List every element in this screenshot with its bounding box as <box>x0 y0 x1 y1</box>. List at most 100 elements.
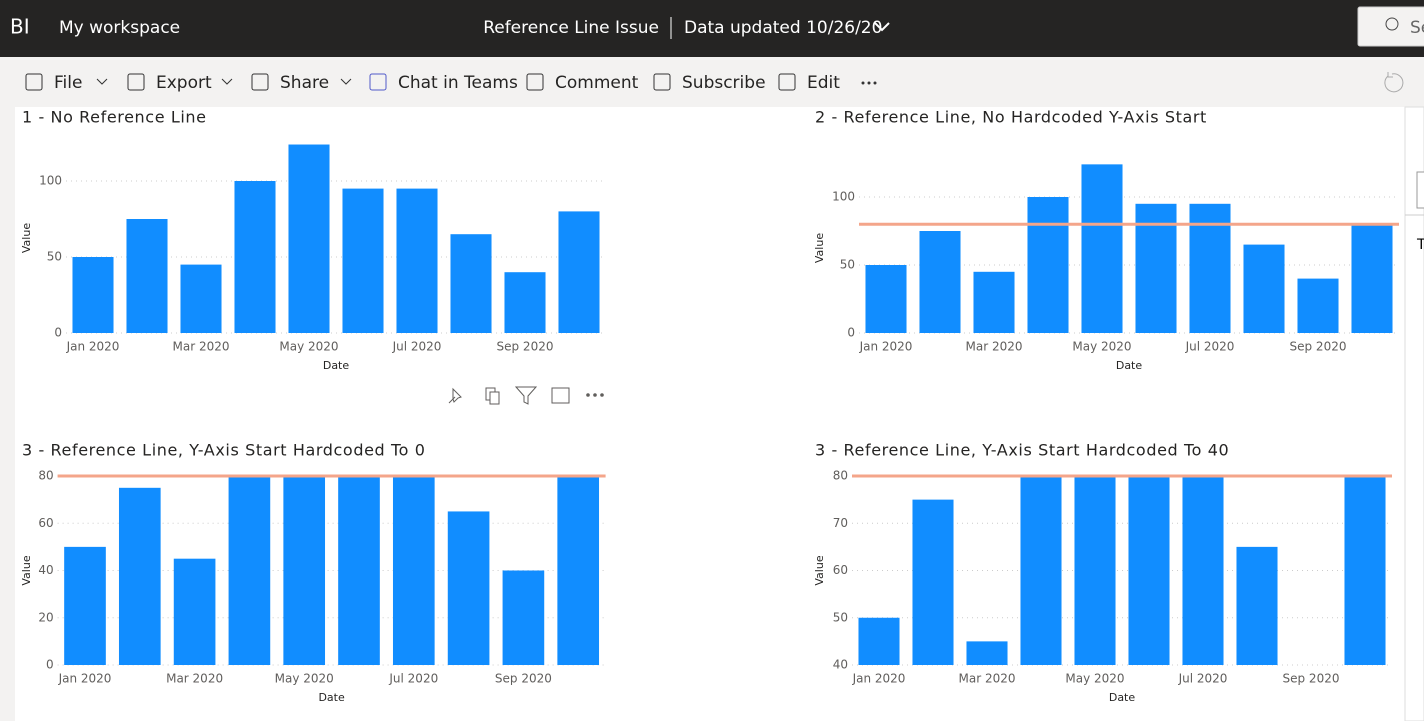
y-axis-title: Value <box>20 223 33 253</box>
toolbar-icon <box>369 73 387 91</box>
chevron[interactable] <box>874 22 890 32</box>
bar <box>502 570 545 665</box>
toolbar-button[interactable]: Edit <box>807 73 840 93</box>
search-text: Se <box>1410 18 1424 38</box>
visual-title: 3 - Reference Line, Y-Axis Start Hardcod… <box>22 441 425 460</box>
side-text: T <box>1416 237 1424 253</box>
dropdown-chevron <box>221 78 233 85</box>
focus-icon[interactable] <box>551 387 570 404</box>
dropdown-chevron <box>340 78 352 85</box>
x-tick-label: Jul 2020 <box>1178 672 1228 686</box>
toolbar-button[interactable]: Subscribe <box>682 73 766 93</box>
y-tick-label: 70 <box>833 516 848 530</box>
more-dot[interactable] <box>873 81 877 85</box>
bar <box>173 558 216 665</box>
x-tick-label: Mar 2020 <box>173 340 230 354</box>
bars <box>72 144 600 333</box>
x-tick-label: Sep 2020 <box>1290 340 1347 354</box>
y-tick-label: 0 <box>847 326 855 340</box>
data-updated[interactable]: Data updated 10/26/20 <box>684 18 882 38</box>
filter-icon[interactable] <box>514 386 538 405</box>
workspace[interactable]: My workspace <box>59 18 180 38</box>
visual: 1 - No Reference Line 0 50 100 Jan 2020 Mar 2… <box>20 108 606 372</box>
y-tick-label: 40 <box>833 658 848 672</box>
more-dot[interactable] <box>861 81 865 85</box>
copy-icon[interactable] <box>489 391 500 405</box>
y-tick-label: 40 <box>38 563 53 577</box>
visual-actions <box>448 386 604 405</box>
toolbar-button[interactable]: Export <box>156 73 212 93</box>
visual: 3 - Reference Line, Y-Axis Start Hardcod… <box>813 441 1392 704</box>
x-tick-label: Mar 2020 <box>966 340 1023 354</box>
toolbar-icon <box>526 73 544 91</box>
bar <box>118 487 161 665</box>
toolbar-icon <box>653 73 671 91</box>
more-dot[interactable] <box>586 393 590 397</box>
x-tick-label: Jul 2020 <box>1185 340 1235 354</box>
y-tick-label: 100 <box>832 190 855 204</box>
bar <box>392 476 435 665</box>
y-tick-label: 60 <box>38 516 53 530</box>
x-axis-title: Date <box>323 359 350 372</box>
toolbar-button[interactable]: Chat in Teams <box>398 73 518 93</box>
bar <box>180 264 222 333</box>
top-bar <box>0 0 1424 57</box>
side-input <box>1416 171 1424 209</box>
bar <box>338 476 380 665</box>
dropdown-chevron <box>96 78 108 85</box>
bar <box>234 181 276 333</box>
bar <box>504 272 546 333</box>
toolbar-icon <box>25 73 43 91</box>
y-axis-title: Value <box>20 555 33 585</box>
x-tick-label: Sep 2020 <box>1283 672 1340 686</box>
x-tick-label: Jan 2020 <box>66 340 120 354</box>
x-tick-label: Jul 2020 <box>388 672 438 686</box>
x-tick-label: May 2020 <box>275 672 334 686</box>
x-tick-label: Jan 2020 <box>852 672 906 686</box>
bar <box>557 476 600 665</box>
y-tick-label: 0 <box>54 326 62 340</box>
more-dot[interactable] <box>593 393 597 397</box>
bar <box>342 188 384 333</box>
undo-icon[interactable] <box>1384 72 1404 93</box>
toolbar-icon <box>251 73 269 91</box>
bar <box>973 271 1015 333</box>
bars <box>865 164 1393 333</box>
more-dot[interactable] <box>600 393 604 397</box>
bar <box>858 617 900 665</box>
bar <box>1182 476 1224 665</box>
y-axis-title: Value <box>813 233 826 263</box>
toolbar-button[interactable]: Share <box>280 73 329 93</box>
bar <box>912 499 954 665</box>
x-tick-label: Sep 2020 <box>495 672 552 686</box>
x-axis-title: Date <box>318 691 345 704</box>
toolbar <box>0 57 1424 107</box>
y-tick-label: 60 <box>833 563 848 577</box>
brand: BI <box>10 15 30 39</box>
left-gutter <box>0 107 15 721</box>
bar <box>966 641 1008 665</box>
x-axis-title: Date <box>1116 359 1143 372</box>
pin-icon[interactable] <box>448 387 462 404</box>
bar <box>1020 476 1062 665</box>
more-dot[interactable] <box>867 81 871 85</box>
toolbar-button[interactable]: File <box>54 73 82 93</box>
y-axis-title: Value <box>813 555 826 585</box>
search-box[interactable] <box>1357 6 1424 47</box>
visual-title: 1 - No Reference Line <box>22 108 207 127</box>
bar <box>228 476 271 665</box>
bar <box>64 546 106 665</box>
bar <box>1027 197 1069 333</box>
toolbar-button[interactable]: Comment <box>555 73 639 93</box>
visual-title: 2 - Reference Line, No Hardcoded Y-Axis … <box>815 108 1207 127</box>
bar <box>558 211 600 333</box>
bar <box>1351 224 1393 333</box>
bar <box>1074 476 1116 665</box>
bar <box>283 476 326 665</box>
bar <box>1128 476 1170 665</box>
x-tick-label: Jan 2020 <box>58 672 112 686</box>
bar <box>72 257 114 333</box>
search-icon <box>1385 17 1399 31</box>
visual: 2 - Reference Line, No Hardcoded Y-Axis … <box>813 108 1399 372</box>
